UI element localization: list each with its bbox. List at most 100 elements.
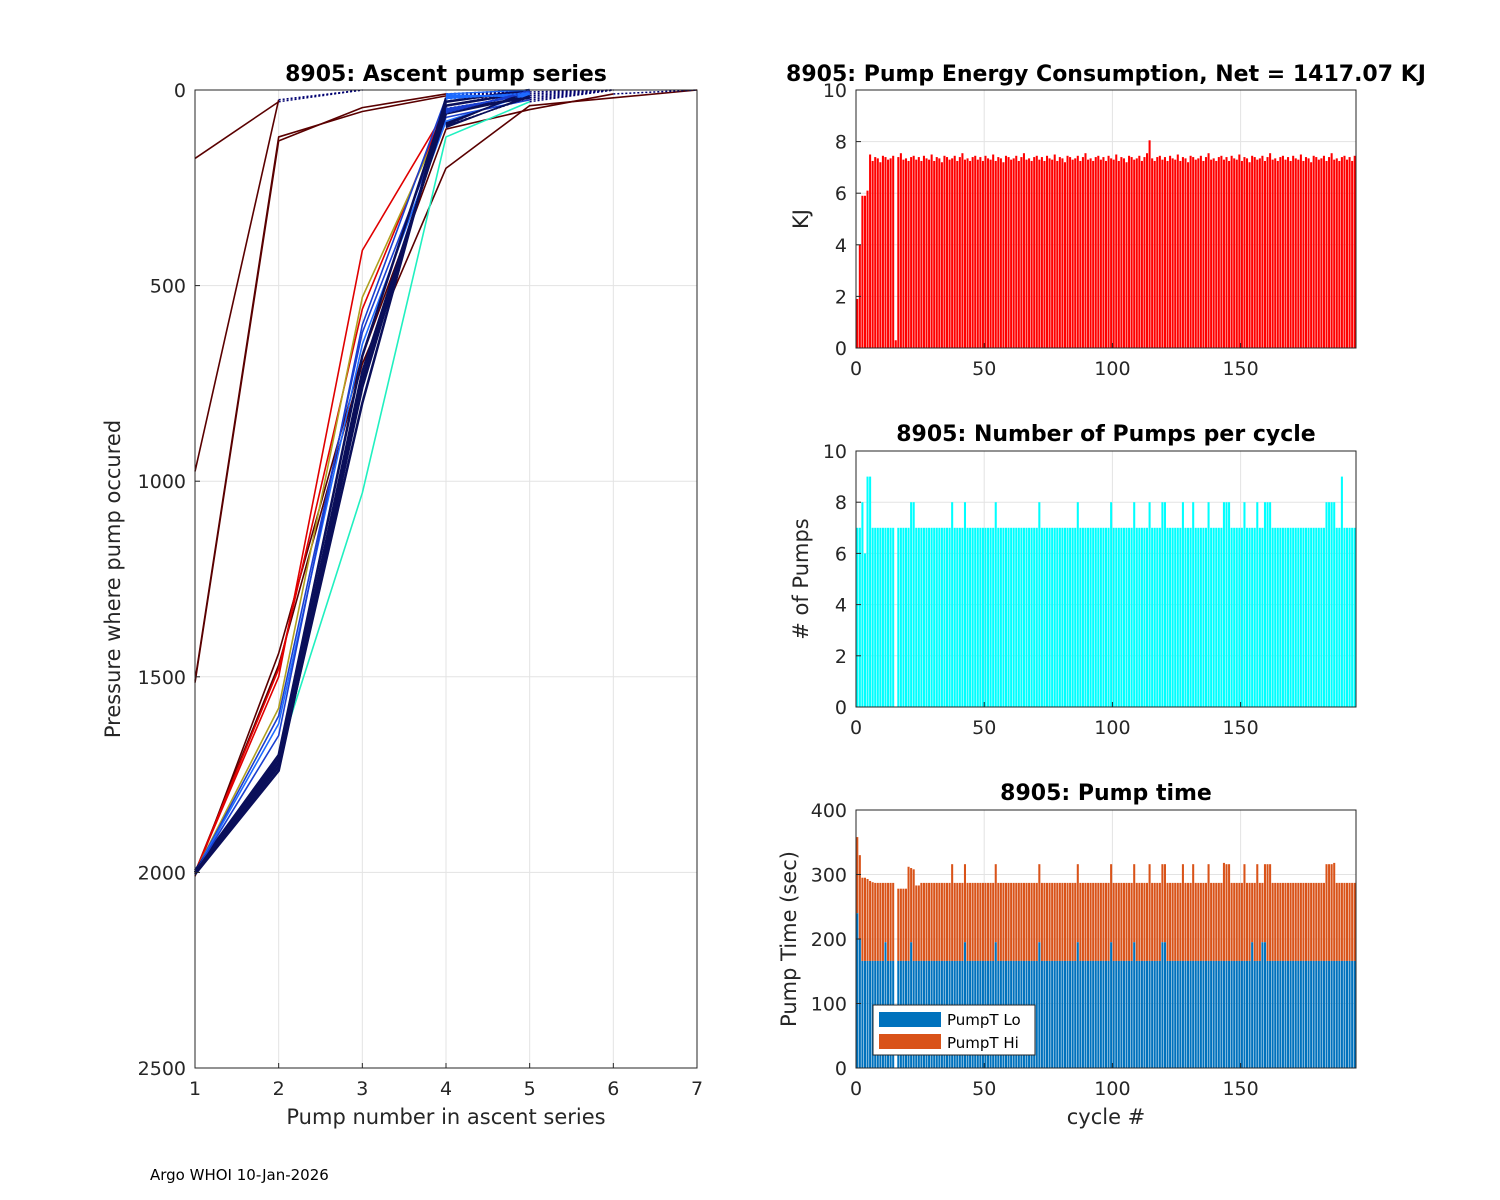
pumptime-bar-hi [899,888,902,961]
energy-bar [1251,155,1254,348]
pumptime-bar-lo [1122,960,1125,1068]
energy-bar [974,155,977,348]
pumps-bar [922,527,925,707]
pumptime-bar-hi [1202,882,1205,961]
pumptime-bar-lo [1263,942,1266,1068]
pumptime-bar-hi [1315,882,1318,961]
energy-bar [1181,157,1184,348]
pumps-axes-box [855,450,1357,708]
pumps-bar [1156,527,1159,707]
pumptime-bar-hi [946,882,949,961]
energy-bar [1222,159,1225,348]
pumps-bar [1092,527,1095,707]
energy-bar [1297,159,1300,348]
pumps-bar [1028,527,1031,707]
pumps-bar [904,527,908,707]
pumps-bar [1066,527,1069,707]
pumptime-bar-hi [1048,882,1051,961]
pumptime-bar-lo [1110,942,1113,1068]
energy-xtick-label: 50 [972,358,996,380]
pumps-bar [1238,527,1241,707]
pumptime-bar-lo [1176,960,1179,1068]
pumptime-bar-hi [1053,882,1056,961]
pumptime-bar-hi [1246,882,1249,961]
energy-bar [1125,162,1128,348]
pumps-bar [1099,527,1102,707]
pumps-chart: 0 50 100 150 0 2 4 6 8 10 8905: Number of Pumps p… [789,422,1357,739]
pumps-bar [881,527,884,707]
energy-bar [912,155,915,348]
energy-bar [1302,160,1305,348]
pumptime-bar-hi [871,882,874,961]
pumptime-bar-hi [1140,882,1143,961]
energy-bar [1330,153,1333,348]
pumptime-bar-lo [1169,960,1172,1068]
energy-bar [1033,157,1036,348]
pumptime-bar-lo [1340,960,1343,1068]
energy-xtick-label: 100 [1094,358,1130,380]
pumptime-bar-lo [1074,960,1077,1068]
energy-bar [1315,157,1318,348]
energy-bar [1174,159,1177,348]
pumptime-bar-lo [1220,960,1223,1068]
pumps-bar [1053,527,1056,707]
pumptime-bar-hi [979,882,982,961]
ascent-xtick-label: 1 [189,1078,201,1100]
pumptime-bar-hi [1284,882,1287,961]
pumps-bar [1097,527,1100,707]
pumptime-bar-hi [1210,882,1213,961]
pumptime-bar-hi [907,866,910,961]
energy-bar [1271,159,1274,348]
energy-bar [894,340,897,348]
energy-bar [1074,158,1077,348]
pumps-bar [1243,502,1246,707]
pumptime-bar-hi [933,882,936,961]
pumptime-bar-lo [1346,960,1349,1068]
pumptime-bar-lo [1312,960,1315,1068]
pumptime-bar-hi [961,882,964,961]
energy-ytick-label: 10 [823,80,847,102]
ascent-series-dotted [613,89,698,95]
pumps-bar [1235,527,1238,707]
energy-bar [1099,159,1102,348]
pumptime-bar-hi [881,882,884,961]
pumps-bar [933,527,936,707]
pumptime-bar-hi [889,882,892,961]
pumptime-bar-lo [1320,960,1323,1068]
pumps-bar [1222,502,1225,707]
energy-bar [961,153,964,348]
pumptime-bar-hi [1274,882,1277,961]
energy-bar [1233,158,1236,348]
pumptime-bar-hi [1343,882,1346,961]
pumptime-bar-hi [1325,864,1328,961]
pumptime-bar-hi [1256,864,1259,961]
energy-bar [948,159,951,348]
energy-bar [881,155,884,348]
pumptime-bar-hi [858,855,861,939]
energy-bar [1071,159,1074,348]
energy-bar [1117,160,1120,348]
energy-bar [1076,155,1079,348]
energy-bar [866,190,869,348]
pumps-bar [1084,527,1087,707]
energy-bar [1343,155,1346,348]
energy-ytick-label: 0 [835,338,847,360]
energy-bar [1148,140,1151,348]
pumptime-bar-hi [1094,882,1097,961]
pumptime-bar-hi [1271,882,1274,961]
pumps-bar [1007,527,1010,707]
pumptime-bar-hi [1143,882,1146,961]
energy-bar [1184,158,1187,348]
energy-bar [1320,158,1323,348]
energy-bar [997,157,1000,348]
pumps-bar [1199,527,1202,707]
energy-chart: 0 50 100 150 0 2 4 6 8 10 8905: Pump Energy Consu… [786,62,1426,380]
energy-bar [1228,160,1231,348]
pumptime-bar-hi [1092,882,1095,961]
pumps-bar [971,527,974,707]
pumptime-chart: 0 50 100 150 0 100 200 300 400 8905: Pump time c… [777,781,1357,1129]
energy-bar [1104,160,1108,348]
energy-bar [861,195,864,348]
pumps-bar [1004,527,1008,707]
pumps-bar [869,476,872,707]
